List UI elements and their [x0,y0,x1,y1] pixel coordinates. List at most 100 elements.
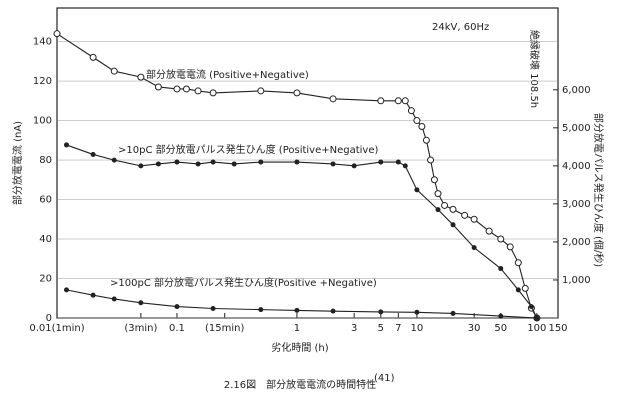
y-tick-label: 40 [39,234,52,245]
y2-tick-label: 5,000 [562,123,591,134]
y2-tick-label: 4,000 [562,161,591,172]
data-point [395,159,401,165]
series-label: >10pC 部分放電パルス発生ひん度 (Positive+Negative) [118,143,378,156]
annotation: 24kV, 60Hz [432,22,489,33]
data-point [534,315,540,321]
caption: 2.16図 部分放電電流の時間特性 [224,378,376,391]
y-tick-label: 20 [39,274,52,285]
data-point [155,161,161,167]
data-point [470,215,478,223]
series-line [66,144,538,319]
x-tick-label: 1 [294,323,300,334]
x-tick-label: (15min) [205,323,244,334]
data-point [210,305,216,311]
data-point [294,307,300,313]
data-point [394,97,402,105]
data-point [53,30,61,38]
data-point [378,309,384,315]
y2-tick-label: 1,000 [562,275,591,286]
x-tick-label: (3min) [124,323,157,334]
annotation: 絶縁破壊 108.5h [528,30,541,108]
data-point [182,85,190,93]
data-point [329,95,337,103]
data-point [138,163,144,169]
x-tick-label: 50 [494,323,507,334]
data-point [138,300,144,306]
x-tick-label: 100 [527,323,546,334]
data-point [111,157,117,163]
data-point [402,163,408,169]
x-tick-label: 0.01(1min) [29,323,84,334]
data-point [418,122,426,130]
data-point [194,87,202,95]
y-tick-label: 80 [39,155,52,166]
data-point [471,245,477,251]
data-point [90,292,96,298]
y2-tick-label: 6,000 [562,85,591,96]
x-tick-label: 10 [411,323,424,334]
data-point [498,313,504,319]
data-point [427,156,435,164]
x-axis-label: 劣化時間 (h) [271,341,328,354]
data-point [137,73,145,81]
data-point [430,176,438,184]
series-line [66,289,537,319]
data-point [209,89,217,97]
data-point [407,107,415,115]
data-point [441,201,449,209]
data-point [449,205,457,213]
data-point [231,161,237,167]
data-point [514,259,522,267]
x-tick-label: 30 [468,323,481,334]
x-tick-label: 0.1 [169,323,185,334]
y-tick-label: 0 [46,313,52,324]
data-point [258,307,264,313]
caption-ref: (41) [374,373,395,384]
y2-axis-label: 部分放電パルス発生ひん度 (個/秒) [592,113,605,267]
data-point [110,67,118,75]
y-tick-label: 60 [39,195,52,206]
data-point [257,87,265,95]
data-point [515,287,521,293]
data-point [414,309,420,315]
data-point [111,296,117,302]
data-point [154,83,162,91]
x-tick-label: 3 [351,323,357,334]
data-point [63,142,69,148]
data-point [485,227,493,235]
data-point [294,159,300,165]
data-point [461,211,469,219]
data-point [378,159,384,165]
data-point [293,89,301,97]
x-tick-label: 5 [378,323,384,334]
data-point [90,151,96,157]
series-label: >100pC 部分放電パルス発生ひん度(Positive +Negative) [110,276,377,289]
data-point [450,222,456,228]
data-point [528,304,534,310]
data-point [414,187,420,193]
data-point [63,287,69,293]
series-label: 部分放電電流 (Positive+Negative) [146,68,309,81]
data-point [258,159,264,165]
data-point [195,161,201,167]
data-point [89,53,97,61]
y-tick-label: 120 [33,76,52,87]
data-point [450,310,456,316]
data-point [434,190,442,198]
x-tick-label: 150 [548,323,567,334]
y-axis-label: 部分放電電流 (nA) [11,121,24,205]
data-point [506,243,514,251]
data-point [401,97,409,105]
data-point [377,97,385,105]
y2-tick-label: 2,000 [562,237,591,248]
data-point [174,304,180,310]
y-tick-label: 140 [33,37,52,48]
data-point [330,161,336,167]
data-point [330,308,336,314]
data-point [173,85,181,93]
data-point [435,207,441,213]
data-point [498,266,504,272]
data-point [351,163,357,169]
